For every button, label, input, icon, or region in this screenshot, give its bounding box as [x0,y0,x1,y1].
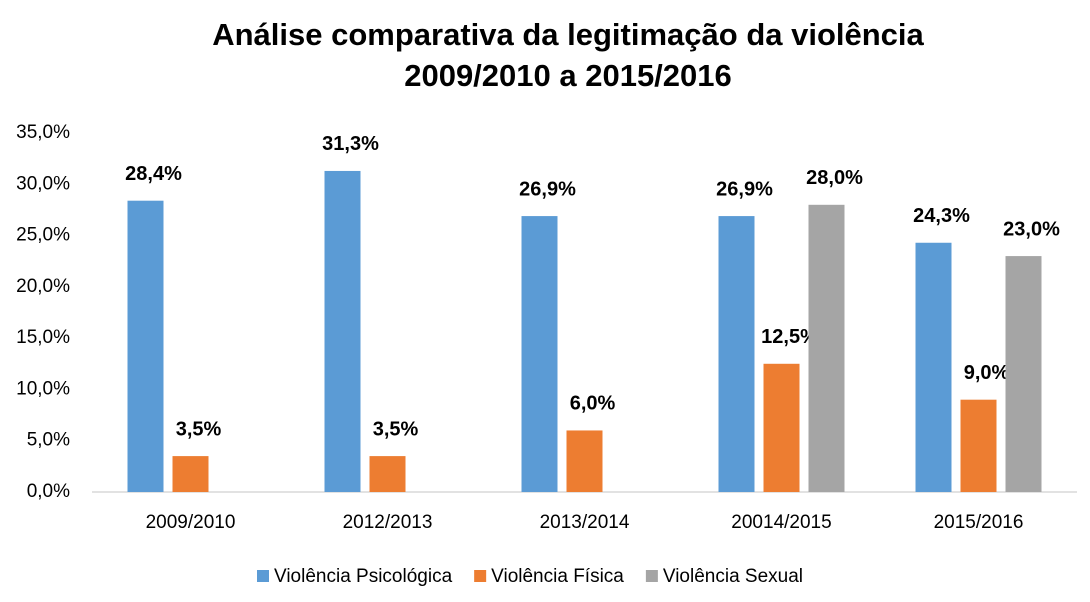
legend-swatch [645,570,658,582]
bar [521,216,558,492]
data-label: 3,5% [373,418,419,440]
data-label: 23,0% [1003,218,1060,240]
legend-label: Violência Sexual [663,566,803,587]
bar [324,170,361,493]
y-tick-label: 15,0% [16,327,70,348]
legend-swatch [257,570,269,582]
data-label: 6,0% [570,393,616,415]
chart-subtitle: 2009/2010 a 2015/2016 [404,58,732,93]
data-label: 9,0% [964,362,1010,384]
bar [960,399,997,492]
data-label: 28,0% [806,167,863,189]
x-tick-label: 2015/2016 [934,512,1024,533]
y-tick-label: 30,0% [16,173,70,194]
data-label: 3,5% [176,418,222,440]
bar [763,363,800,492]
y-tick-label: 25,0% [16,225,70,246]
y-tick-label: 10,0% [16,378,70,399]
y-tick-label: 35,0% [16,122,70,143]
x-tick-label: 2009/2010 [146,512,236,533]
data-label: 31,3% [322,133,379,155]
bar [369,456,406,492]
bar [1005,256,1042,492]
y-tick-label: 5,0% [27,430,70,451]
bar [915,242,952,492]
bar [172,456,209,492]
legend-swatch [474,570,487,582]
data-label: 26,9% [716,178,773,200]
data-label: 24,3% [913,205,970,227]
data-label: 28,4% [125,163,182,185]
legend-label: Violência Psicológica [274,566,453,587]
x-tick-label: 2012/2013 [343,512,433,533]
bar [718,216,755,492]
y-tick-label: 20,0% [16,276,70,297]
legend-label: Violência Física [491,566,624,587]
x-tick-label: 2013/2014 [540,512,630,533]
chart-title: Análise comparativa da legitimação da vi… [212,17,924,52]
bar [127,200,164,492]
bar [566,430,603,492]
bar [808,204,845,493]
y-tick-label: 0,0% [27,481,70,502]
x-tick-label: 20014/2015 [731,512,831,533]
data-label: 12,5% [761,326,818,348]
data-label: 26,9% [519,178,576,200]
